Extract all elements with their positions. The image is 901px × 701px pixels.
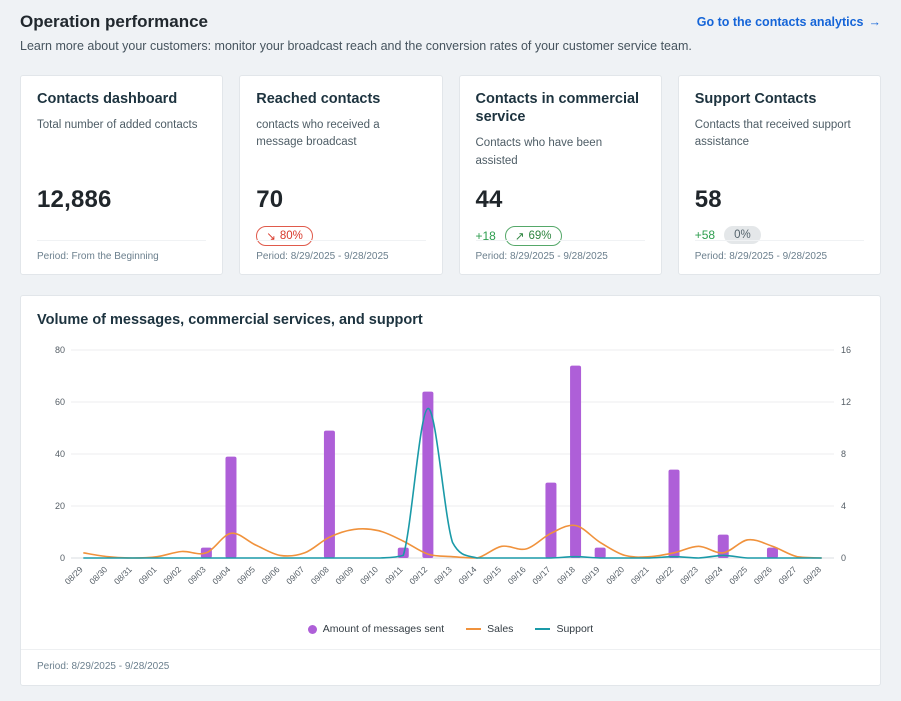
trend-badge: 0%	[724, 226, 761, 244]
card-description: Contacts who have been assisted	[475, 137, 603, 167]
badge-value: 69%	[528, 230, 552, 242]
legend-label: Amount of messages sent	[322, 623, 445, 635]
badge-value: 80%	[279, 230, 303, 242]
legend-label: Sales	[487, 623, 514, 635]
card-period: Period: 8/29/2025 - 9/28/2025	[694, 240, 864, 274]
svg-text:09/19: 09/19	[579, 564, 601, 586]
svg-text:09/17: 09/17	[530, 564, 552, 586]
legend-dot-icon	[307, 624, 317, 634]
svg-text:60: 60	[55, 397, 65, 407]
svg-text:09/14: 09/14	[456, 564, 478, 586]
svg-text:09/13: 09/13	[432, 564, 454, 586]
svg-text:09/28: 09/28	[801, 564, 823, 586]
svg-text:12: 12	[841, 397, 851, 407]
svg-text:08/30: 08/30	[87, 564, 109, 586]
card-badge-row: +58 0%	[695, 226, 761, 244]
chart-area: 0 20 40 60 80 0 4 8 12 16 08/29 08/30 08/31 09/01 09/0…	[37, 334, 864, 621]
card-description: Total number of added contacts	[37, 119, 198, 132]
svg-text:09/05: 09/05	[235, 564, 257, 586]
card-contacts-dashboard: Contacts dashboard Total number of added…	[20, 75, 224, 275]
svg-text:09/02: 09/02	[161, 564, 183, 586]
card-value: 44	[475, 186, 503, 213]
svg-text:20: 20	[55, 501, 65, 511]
card-title: Reached contacts	[256, 91, 381, 107]
trend-up-icon: ↗	[514, 231, 525, 243]
svg-text:80: 80	[55, 345, 65, 355]
page-title: Operation performance	[20, 12, 208, 31]
svg-text:08/31: 08/31	[112, 564, 134, 586]
svg-text:09/07: 09/07	[284, 564, 306, 586]
card-badge-row: ↘ 80%	[256, 226, 313, 246]
svg-text:09/20: 09/20	[604, 564, 626, 586]
svg-text:0: 0	[841, 553, 846, 563]
card-title: Contacts in commercial service	[475, 91, 640, 126]
card-title: Contacts dashboard	[37, 91, 178, 107]
svg-text:09/25: 09/25	[727, 564, 749, 586]
svg-text:8: 8	[841, 449, 846, 459]
card-period: Period: 8/29/2025 - 9/28/2025	[475, 240, 645, 274]
trend-badge: ↗ 69%	[504, 226, 562, 246]
card-value: 70	[256, 186, 284, 213]
legend-item[interactable]: Amount of messages sent	[307, 623, 445, 635]
card-value: 12,886	[37, 186, 112, 213]
svg-text:09/08: 09/08	[309, 564, 331, 586]
legend-line-icon	[535, 628, 551, 630]
svg-text:4: 4	[841, 501, 846, 511]
svg-text:09/03: 09/03	[186, 564, 208, 586]
svg-text:0: 0	[60, 553, 65, 563]
badge-value: 0%	[734, 229, 751, 241]
svg-text:09/22: 09/22	[653, 564, 675, 586]
chart-title: Volume of messages, commercial services,…	[37, 312, 423, 328]
card-title: Support Contacts	[694, 91, 817, 107]
svg-text:08/29: 08/29	[63, 564, 85, 586]
stat-cards-row: Contacts dashboard Total number of added…	[20, 75, 881, 275]
card-support-contacts: Support Contacts Contacts that received …	[677, 75, 881, 275]
svg-text:09/10: 09/10	[358, 564, 380, 586]
chart-period: Period: 8/29/2025 - 9/28/2025	[21, 649, 880, 685]
legend-item[interactable]: Sales	[466, 623, 513, 635]
svg-text:09/26: 09/26	[752, 564, 774, 586]
svg-text:09/24: 09/24	[703, 564, 725, 586]
card-reached-contacts: Reached contacts contacts who received a…	[239, 75, 443, 275]
volume-chart-card: Volume of messages, commercial services,…	[20, 295, 881, 686]
page-header: Operation performance Go to the contacts…	[20, 12, 881, 32]
svg-text:09/23: 09/23	[678, 564, 700, 586]
card-period: Period: From the Beginning	[37, 240, 207, 274]
svg-text:09/12: 09/12	[407, 564, 429, 586]
svg-text:09/04: 09/04	[210, 564, 232, 586]
svg-text:16: 16	[841, 345, 851, 355]
contacts-analytics-link-label: Go to the contacts analytics	[696, 15, 864, 29]
svg-text:09/06: 09/06	[260, 564, 282, 586]
card-value: 58	[694, 186, 722, 213]
arrow-right-icon: →	[868, 15, 882, 29]
card-commercial-service: Contacts in commercial service Contacts …	[458, 75, 662, 275]
svg-text:09/16: 09/16	[506, 564, 528, 586]
legend-item[interactable]: Support	[535, 623, 593, 635]
svg-text:09/11: 09/11	[383, 564, 405, 586]
svg-text:09/18: 09/18	[555, 564, 577, 586]
card-period: Period: 8/29/2025 - 9/28/2025	[256, 240, 426, 274]
delta-value: +58	[694, 228, 716, 242]
svg-text:09/15: 09/15	[481, 564, 503, 586]
page-subtitle: Learn more about your customers: monitor…	[20, 39, 692, 53]
chart-legend: Amount of messages sent Sales Support	[37, 621, 864, 645]
legend-label: Support	[556, 623, 594, 635]
card-description: Contacts that received support assistanc…	[694, 119, 851, 149]
delta-value: +18	[475, 229, 496, 243]
svg-text:40: 40	[55, 449, 65, 459]
card-description: contacts who received a message broadcas…	[256, 119, 380, 149]
svg-text:09/01: 09/01	[136, 564, 158, 586]
svg-text:09/09: 09/09	[333, 564, 355, 586]
svg-text:09/21: 09/21	[629, 564, 651, 586]
card-badge-row: +18 ↗ 69%	[476, 226, 562, 246]
legend-line-icon	[466, 628, 482, 630]
svg-text:09/27: 09/27	[776, 564, 798, 586]
trend-badge: ↘ 80%	[256, 226, 313, 246]
contacts-analytics-link[interactable]: Go to the contacts analytics →	[697, 15, 881, 29]
trend-down-icon: ↘	[266, 231, 276, 243]
